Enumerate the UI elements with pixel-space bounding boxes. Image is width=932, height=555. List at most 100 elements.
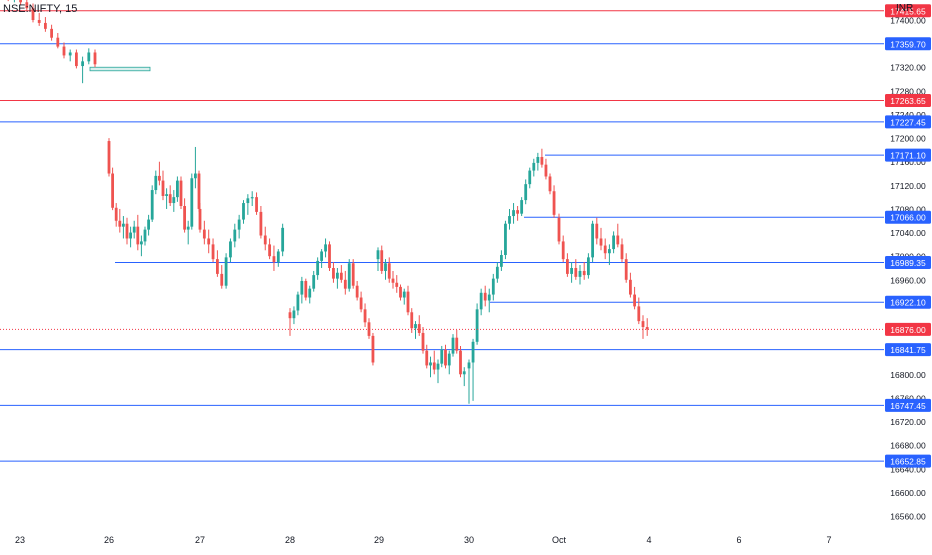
candle-body[interactable] bbox=[132, 226, 136, 233]
candle-body[interactable] bbox=[483, 292, 487, 301]
candle-body[interactable] bbox=[255, 197, 258, 212]
candle-body[interactable] bbox=[229, 241, 232, 258]
candle-body[interactable] bbox=[147, 219, 150, 230]
candle-body[interactable] bbox=[544, 164, 548, 177]
candle-body[interactable] bbox=[641, 321, 645, 328]
candle-body[interactable] bbox=[194, 173, 197, 179]
candle-body[interactable] bbox=[591, 223, 594, 258]
candle-body[interactable] bbox=[233, 229, 237, 242]
candle-body[interactable] bbox=[421, 332, 425, 351]
candle-body[interactable] bbox=[276, 251, 280, 263]
candle-body[interactable] bbox=[587, 257, 590, 276]
candle-body[interactable] bbox=[172, 197, 176, 204]
candle-body[interactable] bbox=[384, 263, 387, 271]
candle-body[interactable] bbox=[508, 216, 511, 224]
candle-body[interactable] bbox=[237, 219, 241, 230]
candle-body[interactable] bbox=[520, 200, 524, 214]
candle-body[interactable] bbox=[536, 156, 540, 163]
candle-body[interactable] bbox=[516, 210, 519, 214]
candle-body[interactable] bbox=[380, 250, 384, 271]
candle-body[interactable] bbox=[347, 263, 351, 289]
candle-body[interactable] bbox=[487, 294, 491, 301]
candle-body[interactable] bbox=[56, 37, 60, 47]
candle-body[interactable] bbox=[122, 223, 125, 227]
candle-body[interactable] bbox=[129, 232, 132, 239]
candle-body[interactable] bbox=[578, 270, 582, 277]
candle-body[interactable] bbox=[491, 278, 495, 295]
candle-body[interactable] bbox=[414, 324, 417, 329]
candle-body[interactable] bbox=[140, 241, 143, 245]
candle-body[interactable] bbox=[250, 197, 254, 199]
candle-body[interactable] bbox=[351, 263, 355, 286]
candle-body[interactable] bbox=[574, 268, 578, 277]
candle-body[interactable] bbox=[570, 268, 573, 274]
candle-body[interactable] bbox=[136, 226, 140, 245]
candle-body[interactable] bbox=[395, 282, 399, 287]
candle-body[interactable] bbox=[429, 362, 432, 366]
candle-body[interactable] bbox=[495, 266, 499, 279]
candle-body[interactable] bbox=[459, 350, 462, 375]
candle-body[interactable] bbox=[612, 235, 615, 250]
candle-body[interactable] bbox=[532, 162, 536, 171]
candle-body[interactable] bbox=[183, 206, 186, 230]
candle-body[interactable] bbox=[624, 259, 628, 280]
candle-body[interactable] bbox=[268, 244, 271, 257]
candle-body[interactable] bbox=[479, 292, 483, 310]
candle-body[interactable] bbox=[376, 250, 380, 260]
candle-body[interactable] bbox=[359, 297, 363, 310]
candle-body[interactable] bbox=[68, 52, 72, 56]
candle-body[interactable] bbox=[387, 263, 391, 279]
candle-body[interactable] bbox=[292, 310, 296, 319]
candle-body[interactable] bbox=[620, 244, 624, 260]
candle-body[interactable] bbox=[300, 280, 304, 295]
candle-body[interactable] bbox=[467, 362, 471, 369]
candle-body[interactable] bbox=[328, 244, 331, 268]
candle-body[interactable] bbox=[186, 226, 190, 230]
candle-body[interactable] bbox=[263, 235, 267, 245]
candle-body[interactable] bbox=[540, 156, 544, 165]
candle-body[interactable] bbox=[75, 52, 78, 67]
candle-body[interactable] bbox=[296, 294, 300, 311]
candle-body[interactable] bbox=[272, 256, 276, 263]
candle-body[interactable] bbox=[224, 257, 228, 286]
candle-body[interactable] bbox=[111, 173, 114, 208]
candle-body[interactable] bbox=[19, 0, 22, 3]
candle-body[interactable] bbox=[371, 335, 375, 363]
candle-body[interactable] bbox=[599, 238, 603, 246]
candle-body[interactable] bbox=[363, 309, 367, 323]
candle-body[interactable] bbox=[114, 207, 118, 221]
candle-body[interactable] bbox=[608, 249, 611, 254]
candle-body[interactable] bbox=[637, 306, 641, 322]
candle-body[interactable] bbox=[417, 324, 421, 333]
candle-body[interactable] bbox=[320, 251, 323, 261]
annotation-rectangle[interactable] bbox=[89, 66, 151, 72]
candle-body[interactable] bbox=[168, 194, 172, 204]
candle-body[interactable] bbox=[62, 46, 66, 56]
candle-body[interactable] bbox=[304, 280, 308, 298]
candle-body[interactable] bbox=[339, 272, 343, 280]
candle-body[interactable] bbox=[399, 286, 402, 298]
candle-body[interactable] bbox=[645, 327, 649, 330]
candle-body[interactable] bbox=[528, 170, 532, 185]
candle-body[interactable] bbox=[87, 52, 91, 62]
candle-body[interactable] bbox=[402, 291, 406, 298]
candle-body[interactable] bbox=[93, 52, 97, 65]
candle-body[interactable] bbox=[179, 180, 183, 206]
candle-body[interactable] bbox=[150, 190, 154, 220]
candle-body[interactable] bbox=[629, 279, 632, 295]
candle-body[interactable] bbox=[432, 362, 436, 370]
candle-body[interactable] bbox=[355, 285, 359, 298]
candle-body[interactable] bbox=[475, 309, 479, 342]
candle-body[interactable] bbox=[406, 291, 410, 313]
candle-body[interactable] bbox=[548, 176, 552, 192]
candle-body[interactable] bbox=[242, 203, 245, 220]
candle-body[interactable] bbox=[198, 208, 202, 230]
candle-body[interactable] bbox=[603, 245, 607, 254]
candle-body[interactable] bbox=[471, 341, 475, 363]
candle-body[interactable] bbox=[324, 244, 327, 252]
candle-body[interactable] bbox=[25, 2, 29, 9]
candle-body[interactable] bbox=[582, 270, 586, 276]
candle-body[interactable] bbox=[125, 223, 129, 239]
candle-body[interactable] bbox=[211, 244, 215, 260]
